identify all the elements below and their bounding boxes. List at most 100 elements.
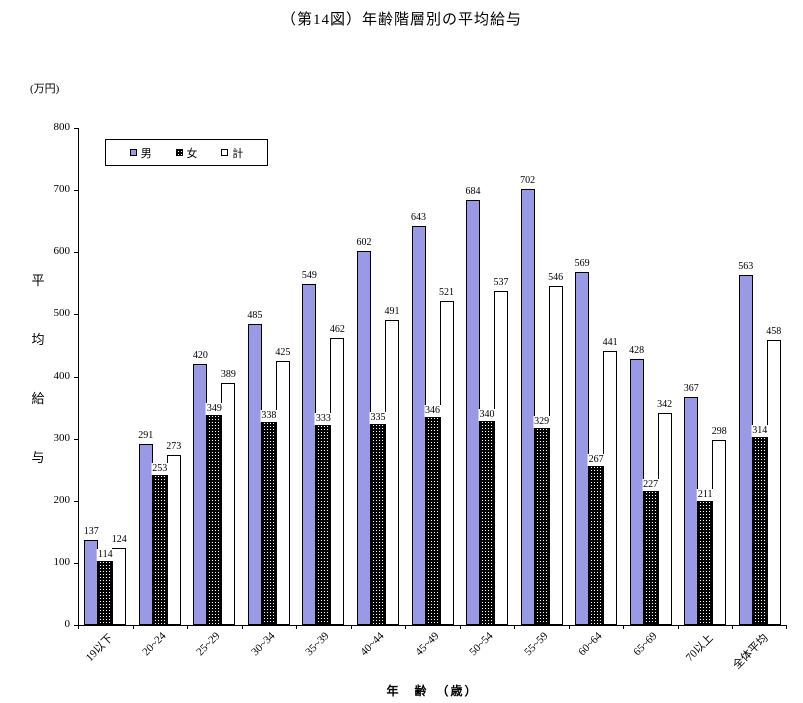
bar-male <box>302 284 317 625</box>
bar-female <box>425 410 440 625</box>
y-tick-label: 700 <box>53 183 71 196</box>
y-axis-unit-label: (万円) <box>30 83 60 95</box>
bar-value-label: 137 <box>83 526 99 537</box>
y-tick-label: 800 <box>53 121 71 133</box>
x-tick-mark <box>405 625 406 629</box>
bar-value-label: 441 <box>602 337 618 348</box>
bar-value-label: 349 <box>205 403 223 415</box>
bar-value-label: 333 <box>314 413 332 425</box>
chart-title: （第14図）年齢階層別の平均給与 <box>280 12 522 28</box>
bar-male <box>575 272 590 625</box>
bar-value-label: 458 <box>766 326 782 337</box>
bar-value-label: 549 <box>301 270 317 281</box>
bar-female <box>152 468 167 625</box>
bar-total <box>221 383 236 625</box>
bar-total <box>112 548 127 625</box>
bar-value-label: 335 <box>369 412 387 424</box>
bar-male <box>84 540 99 625</box>
legend-swatch-female-icon <box>175 149 183 156</box>
bar-female <box>698 494 713 625</box>
bar-male <box>738 275 753 625</box>
bar-female <box>261 415 276 625</box>
bar-value-label: 227 <box>642 479 660 491</box>
x-tick-mark <box>786 625 787 629</box>
y-tick-label: 500 <box>53 307 71 320</box>
x-tick-mark <box>242 625 243 629</box>
bar-total <box>548 286 563 625</box>
legend-item-female: 女 <box>175 145 198 161</box>
x-tick-mark <box>351 625 352 629</box>
bar-total <box>275 361 290 625</box>
bar-total <box>657 413 672 625</box>
x-tick-mark <box>78 625 79 629</box>
bar-value-label: 273 <box>166 441 182 452</box>
bar-male <box>411 226 426 625</box>
bar-female <box>480 414 495 625</box>
bar-total <box>494 291 509 625</box>
x-tick-mark <box>678 625 679 629</box>
bar-total <box>384 320 399 625</box>
bar-male <box>193 364 208 625</box>
x-tick-mark <box>296 625 297 629</box>
x-tick-mark <box>569 625 570 629</box>
bar-male <box>520 189 535 625</box>
x-tick-mark <box>623 625 624 629</box>
bar-value-label: 428 <box>629 345 645 356</box>
y-tick-label: 400 <box>53 369 71 382</box>
y-tick-mark <box>74 376 78 378</box>
bar-female <box>316 418 331 625</box>
y-axis-title-char: 給 <box>31 391 45 406</box>
y-tick-label: 0 <box>64 618 71 630</box>
bar-value-label: 314 <box>751 425 769 437</box>
bar-value-label: 340 <box>478 409 496 421</box>
bar-value-label: 702 <box>520 175 536 186</box>
y-tick-label: 600 <box>53 245 71 258</box>
y-tick-label: 300 <box>53 431 71 444</box>
x-tick-mark <box>133 625 134 629</box>
plot-area <box>78 128 787 626</box>
bar-value-label: 253 <box>151 463 169 475</box>
bar-value-label: 425 <box>275 347 291 358</box>
bar-value-label: 462 <box>329 324 345 335</box>
bar-value-label: 124 <box>111 534 127 545</box>
y-tick-mark <box>74 190 78 192</box>
y-axis-title-char: 平 <box>31 273 45 288</box>
bar-value-label: 346 <box>424 405 441 417</box>
legend-swatch-male-icon <box>129 149 137 156</box>
bar-value-label: 329 <box>533 416 551 428</box>
bar-female <box>534 421 549 625</box>
legend-item-male: 男 <box>129 145 152 161</box>
bar-value-label: 546 <box>548 272 564 283</box>
bar-total <box>330 338 345 625</box>
bar-value-label: 211 <box>696 489 714 501</box>
x-axis-title: 年 齢 （歳） <box>386 684 479 698</box>
bar-value-label: 684 <box>465 186 481 197</box>
bar-value-label: 491 <box>384 306 400 317</box>
bar-total <box>439 301 454 625</box>
bar-female <box>752 430 767 625</box>
bar-female <box>207 408 222 625</box>
bar-value-label: 602 <box>356 237 372 248</box>
bar-value-label: 537 <box>493 277 509 288</box>
bar-female <box>370 417 385 625</box>
bar-value-label: 420 <box>192 350 208 361</box>
bar-female <box>98 554 113 625</box>
bar-value-label: 643 <box>411 212 426 223</box>
y-tick-mark <box>74 314 78 316</box>
legend-label-female: 女 <box>186 147 198 160</box>
bar-total <box>712 440 727 625</box>
bar-value-label: 563 <box>738 261 754 272</box>
legend: 男 女 計 <box>105 139 268 166</box>
y-tick-mark <box>74 500 78 502</box>
bar-value-label: 389 <box>220 369 236 380</box>
y-axis-title-char: 均 <box>31 332 45 347</box>
x-tick-mark <box>187 625 188 629</box>
y-tick-mark <box>74 625 78 626</box>
y-tick-label: 100 <box>53 555 71 568</box>
bar-male <box>247 324 262 625</box>
bar-male <box>138 444 153 625</box>
y-axis-title-char: 与 <box>31 450 45 465</box>
bar-female <box>643 484 658 625</box>
x-tick-mark <box>732 625 733 629</box>
